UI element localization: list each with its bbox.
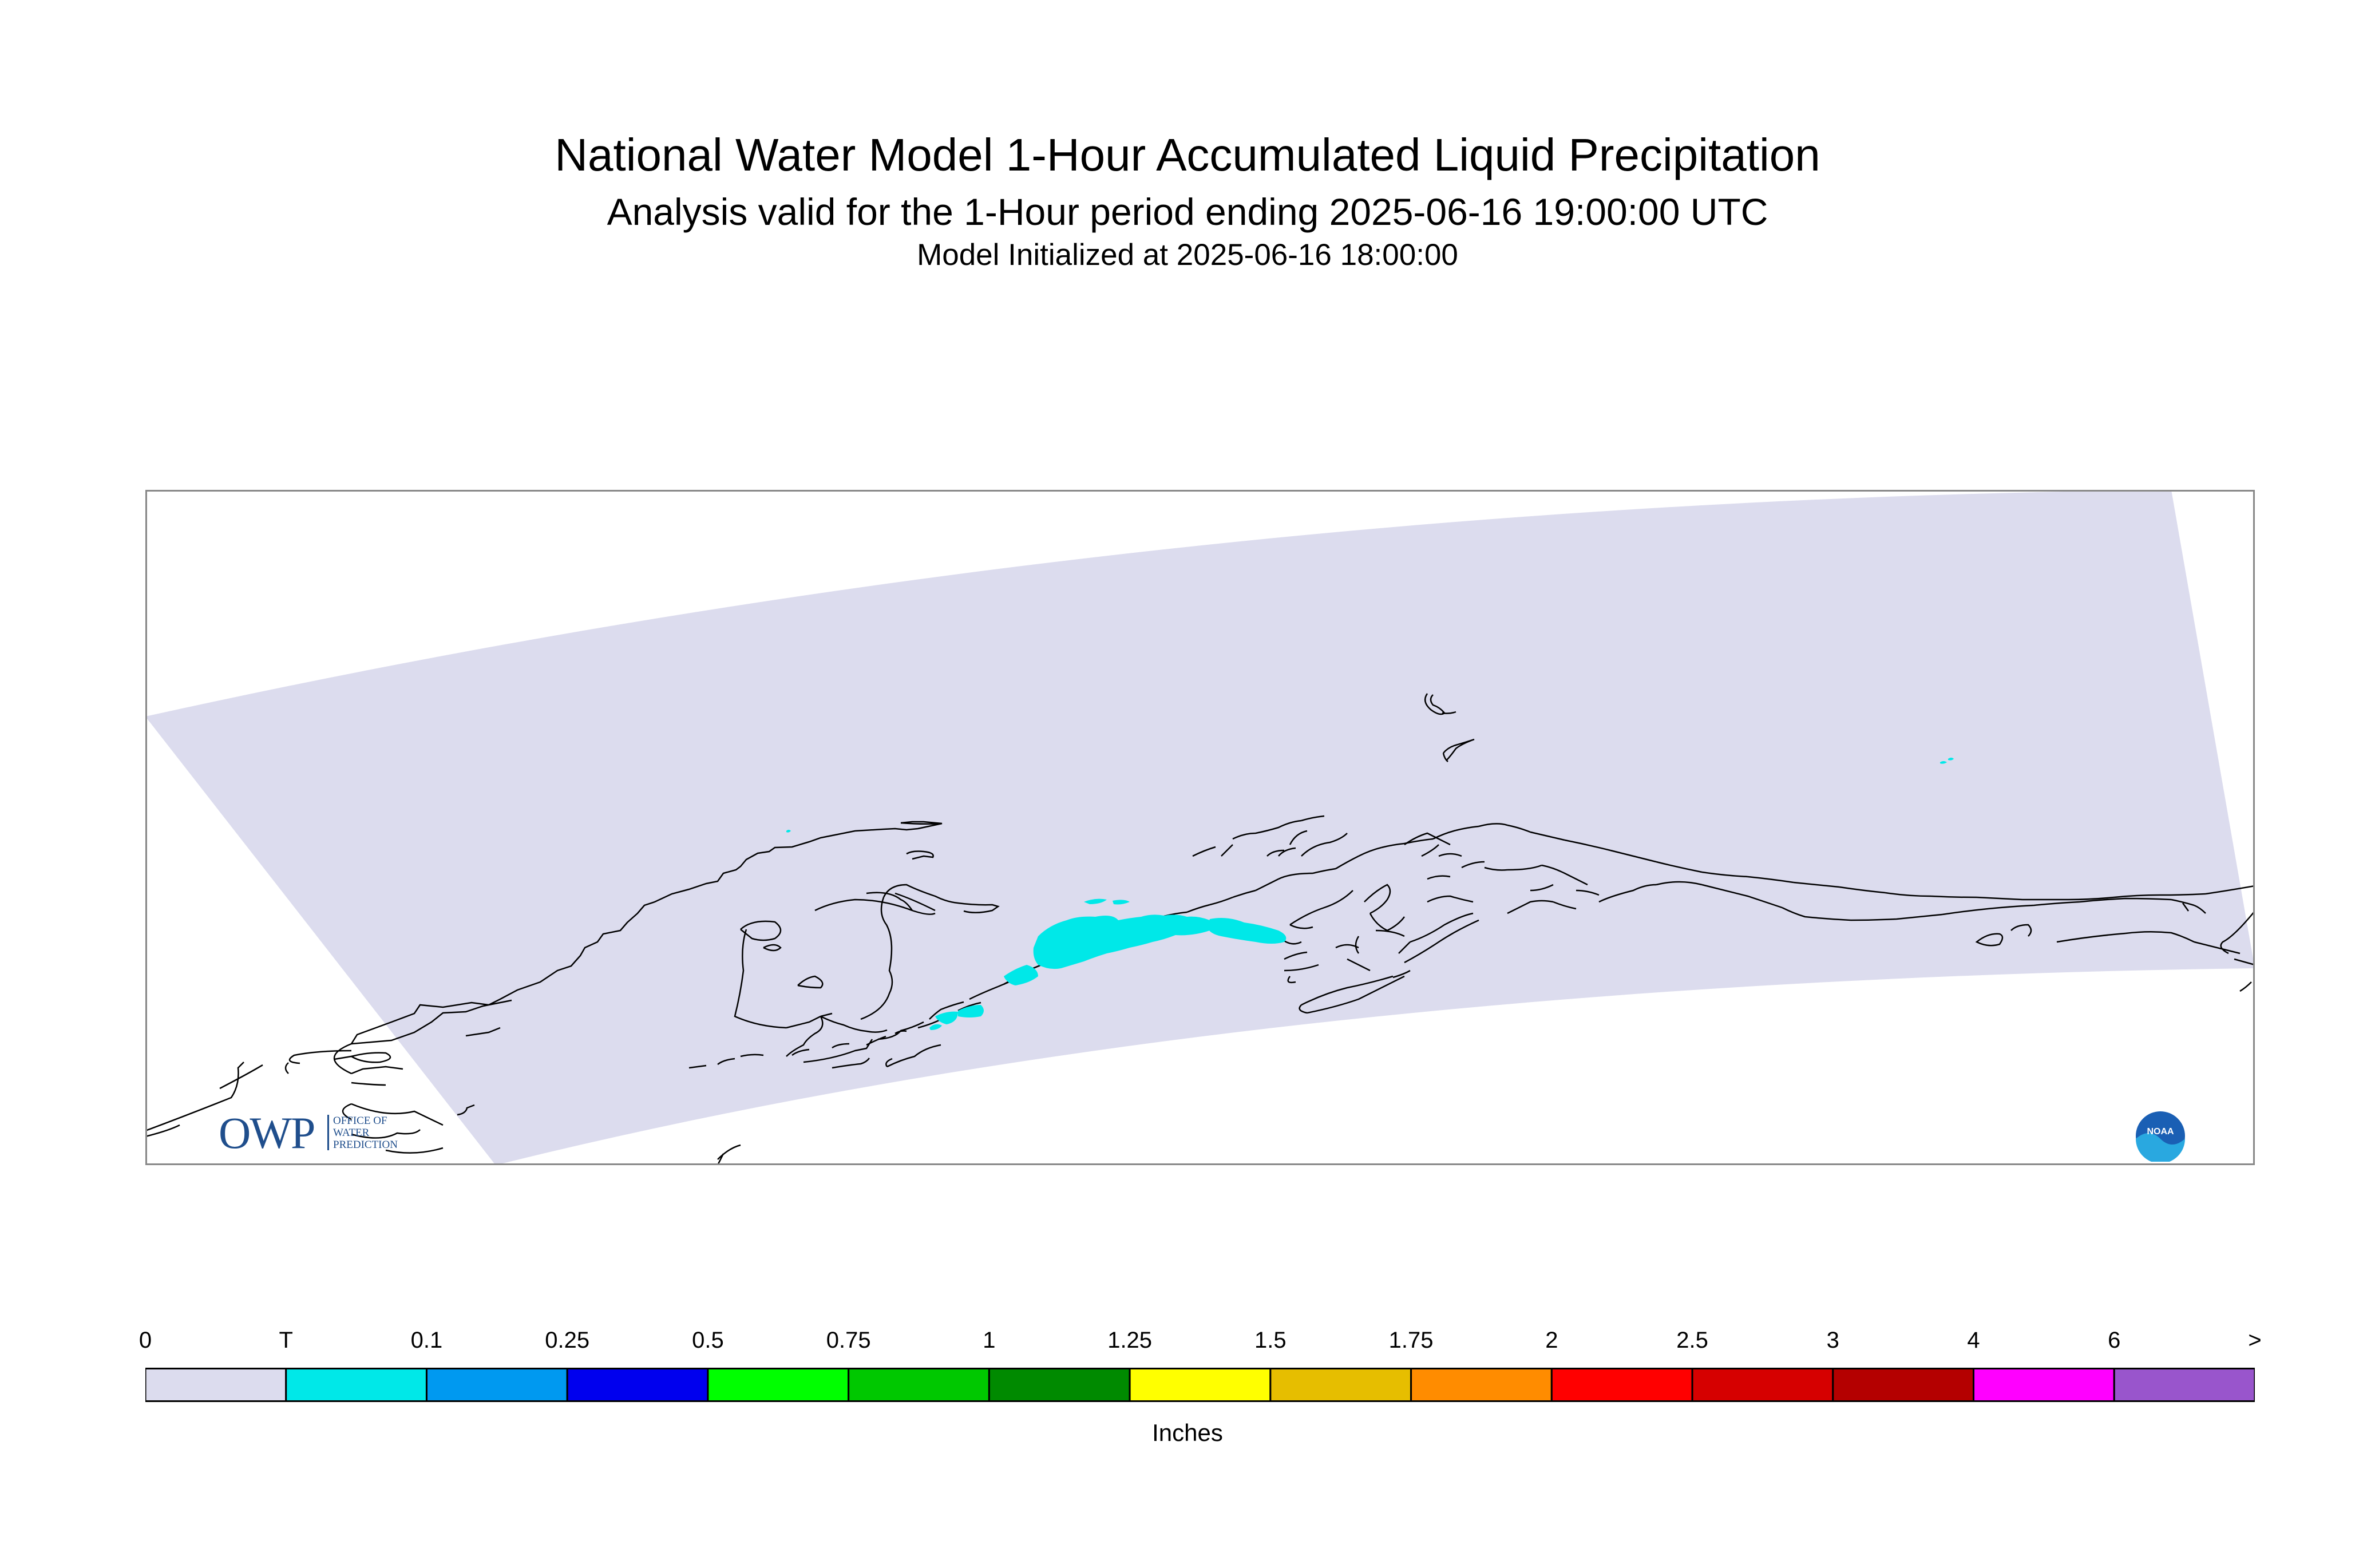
legend-bin <box>145 1368 287 1402</box>
map-frame <box>145 490 2255 1165</box>
legend-bin <box>1410 1368 1553 1402</box>
precipitation-map <box>145 490 2255 1165</box>
map-title: National Water Model 1-Hour Accumulated … <box>555 129 1820 180</box>
legend-tick-label: 1.5 <box>1254 1328 1287 1353</box>
legend-bin <box>566 1368 709 1402</box>
legend-tick-label: 2.5 <box>1676 1328 1708 1353</box>
legend-tick-label: 6 <box>2108 1328 2121 1353</box>
legend-tick-label: 0.75 <box>826 1328 871 1353</box>
legend-bin <box>1973 1368 2115 1402</box>
legend-tick-label: 4 <box>1967 1328 1980 1353</box>
legend-tick-label: 0 <box>138 1328 152 1353</box>
noaa-logo-text: NOAA <box>2147 1127 2174 1137</box>
map-subtitle: Analysis valid for the 1-Hour period end… <box>607 191 1768 233</box>
legend-units: Inches <box>1152 1419 1223 1446</box>
legend-tick-label: 1.25 <box>1107 1328 1153 1353</box>
noaa-logo: NOAA <box>2136 1111 2185 1162</box>
legend-bin <box>1550 1368 1693 1402</box>
legend-tick-label: > <box>2248 1328 2262 1353</box>
model-init-line: Model Initialized at 2025-06-16 18:00:00 <box>917 238 1458 272</box>
legend-bin <box>848 1368 990 1402</box>
legend-bin <box>2113 1368 2255 1402</box>
owp-logo-divider <box>327 1115 329 1150</box>
legend-tick-label: 1.75 <box>1388 1328 1434 1353</box>
legend-bin <box>1129 1368 1272 1402</box>
legend-tick-label: 0.25 <box>545 1328 590 1353</box>
legend-tick-label: 1 <box>983 1328 996 1353</box>
legend-tick-label: 2 <box>1545 1328 1558 1353</box>
legend-bin <box>707 1368 850 1402</box>
owp-logo-mark: OWP <box>219 1108 315 1158</box>
legend-tick-label: T <box>279 1328 293 1353</box>
legend-bin <box>425 1368 568 1402</box>
legend-bin <box>285 1368 428 1402</box>
legend-bin <box>988 1368 1131 1402</box>
owp-logo-text: OFFICE OF WATER PREDICTION <box>333 1115 398 1151</box>
legend-tick-label: 0.5 <box>692 1328 724 1353</box>
model-domain <box>145 490 2255 1165</box>
legend-tick-label: 0.1 <box>410 1328 443 1353</box>
legend-bin <box>1269 1368 1412 1402</box>
legend-tick-label: 3 <box>1826 1328 1839 1353</box>
legend-bin <box>1691 1368 1834 1402</box>
color-legend <box>145 1368 2255 1402</box>
precip-trace <box>786 758 1954 1030</box>
legend-bin <box>1832 1368 1975 1402</box>
